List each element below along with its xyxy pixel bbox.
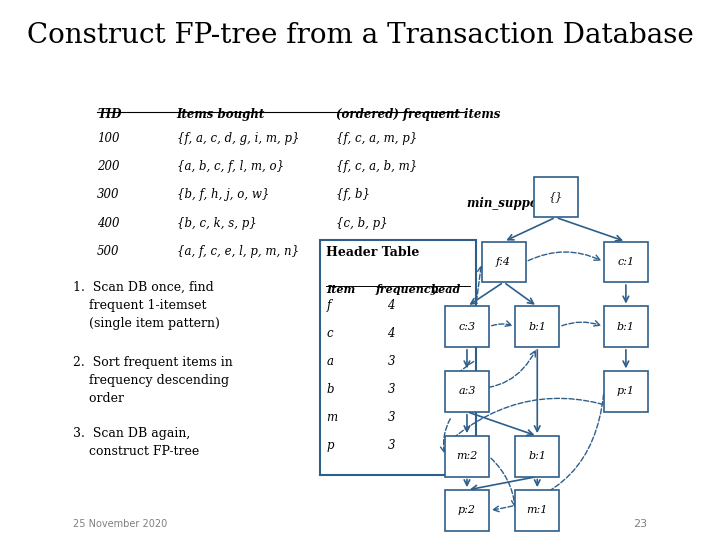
Text: {c, b, p}: {c, b, p} xyxy=(336,217,387,230)
FancyBboxPatch shape xyxy=(534,177,577,217)
Text: 3: 3 xyxy=(387,355,395,368)
Text: {f, b}: {f, b} xyxy=(336,188,369,201)
Text: 1.  Scan DB once, find
    frequent 1-itemset
    (single item pattern): 1. Scan DB once, find frequent 1-itemset… xyxy=(73,281,220,330)
Text: 100: 100 xyxy=(97,132,120,145)
Text: Items bought: Items bought xyxy=(176,108,265,121)
Text: 3: 3 xyxy=(387,439,395,452)
Text: {}: {} xyxy=(549,192,563,202)
Text: 200: 200 xyxy=(97,160,120,173)
FancyBboxPatch shape xyxy=(445,490,489,530)
Text: frequency: frequency xyxy=(375,284,438,294)
Text: {a, b, c, f, l, m, o}: {a, b, c, f, l, m, o} xyxy=(176,160,284,173)
Text: {b, c, k, s, p}: {b, c, k, s, p} xyxy=(176,217,256,230)
Text: {f, a, c, d, g, i, m, p}: {f, a, c, d, g, i, m, p} xyxy=(176,132,299,145)
Text: f: f xyxy=(326,299,330,312)
Text: 2.  Sort frequent items in
    frequency descending
    order: 2. Sort frequent items in frequency desc… xyxy=(73,356,233,406)
Text: c: c xyxy=(326,327,333,340)
Text: 4: 4 xyxy=(387,327,395,340)
Text: b:1: b:1 xyxy=(528,451,546,461)
FancyBboxPatch shape xyxy=(445,436,489,477)
FancyBboxPatch shape xyxy=(516,306,559,347)
Text: c:1: c:1 xyxy=(617,257,634,267)
Text: 3: 3 xyxy=(387,383,395,396)
Text: 3: 3 xyxy=(387,411,395,424)
Text: 400: 400 xyxy=(97,217,120,230)
FancyBboxPatch shape xyxy=(604,372,648,411)
FancyBboxPatch shape xyxy=(482,241,526,282)
Text: m: m xyxy=(326,411,338,424)
FancyBboxPatch shape xyxy=(445,372,489,411)
Text: a: a xyxy=(326,355,333,368)
Text: f:4: f:4 xyxy=(496,257,511,267)
Text: p: p xyxy=(326,439,334,452)
Text: 500: 500 xyxy=(97,245,120,258)
Text: (ordered) frequent items: (ordered) frequent items xyxy=(336,108,500,121)
Text: {f, c, a, b, m}: {f, c, a, b, m} xyxy=(336,160,417,173)
Text: b: b xyxy=(326,383,334,396)
Text: 300: 300 xyxy=(97,188,120,201)
FancyBboxPatch shape xyxy=(516,436,559,477)
Text: b:1: b:1 xyxy=(617,322,635,332)
Text: 23: 23 xyxy=(633,519,647,529)
Text: {f, c, a, m, p}: {f, c, a, m, p} xyxy=(336,132,417,145)
Text: {a, f, c, e, l, p, m, n}: {a, f, c, e, l, p, m, n} xyxy=(176,245,299,258)
Text: 4: 4 xyxy=(387,299,395,312)
Text: {f, c, a, m, p}: {f, c, a, m, p} xyxy=(336,245,417,258)
FancyBboxPatch shape xyxy=(445,306,489,347)
Text: p:2: p:2 xyxy=(458,505,476,515)
Text: Item: Item xyxy=(326,284,356,294)
Text: m:2: m:2 xyxy=(456,451,477,461)
Text: b:1: b:1 xyxy=(528,322,546,332)
Text: min_support = 3: min_support = 3 xyxy=(467,197,575,210)
Text: Construct FP-tree from a Transaction Database: Construct FP-tree from a Transaction Dat… xyxy=(27,22,693,49)
Text: 25 November 2020: 25 November 2020 xyxy=(73,519,167,529)
FancyBboxPatch shape xyxy=(604,241,648,282)
Text: c:3: c:3 xyxy=(459,322,475,332)
Text: 3.  Scan DB again,
    construct FP-tree: 3. Scan DB again, construct FP-tree xyxy=(73,427,199,457)
Text: p:1: p:1 xyxy=(617,387,635,396)
FancyBboxPatch shape xyxy=(320,240,476,475)
FancyBboxPatch shape xyxy=(516,490,559,530)
Text: head: head xyxy=(431,284,461,294)
Text: TID: TID xyxy=(97,108,122,121)
Text: a:3: a:3 xyxy=(458,387,476,396)
Text: {b, f, h, j, o, w}: {b, f, h, j, o, w} xyxy=(176,188,269,201)
Text: Header Table: Header Table xyxy=(326,246,420,259)
FancyBboxPatch shape xyxy=(604,306,648,347)
Text: m:1: m:1 xyxy=(526,505,548,515)
